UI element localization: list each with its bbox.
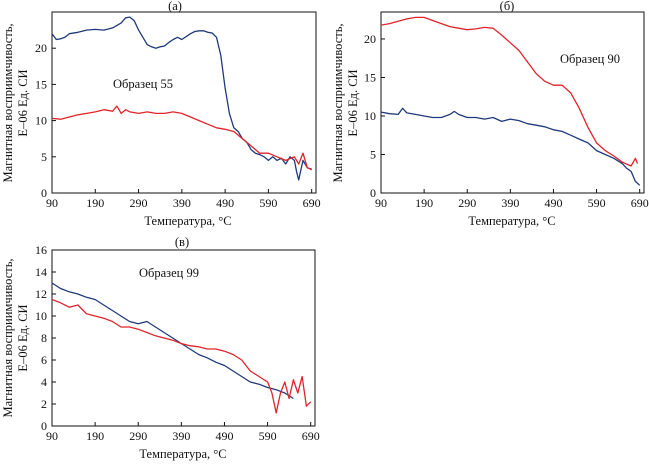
panel-a-xtick-label-4: 490 — [216, 196, 234, 210]
panel-a-annotation: Образец 55 — [113, 77, 173, 91]
panel-b-plot — [380, 16, 641, 186]
panel-b-xtick-label-2: 290 — [458, 196, 476, 210]
panel-a-series-0 — [51, 16, 312, 181]
panel-b-label: (б) — [500, 0, 515, 13]
panel-a-ytick-label-1: 5 — [41, 150, 47, 164]
panel-c-xlabel: Температура, °C — [139, 447, 226, 461]
panel-a-xtick-label-1: 190 — [86, 196, 104, 210]
panel-b-xtick-label-5: 590 — [588, 196, 606, 210]
panel-b-ylabel-2: Е–06 Ед. СИ — [346, 69, 360, 136]
panel-a-ytick-label-3: 15 — [35, 77, 47, 91]
panel-c: 90 190 290 390 490 590 690 0 2 4 6 8 10 12 14 16 (в) Об… — [1, 235, 320, 461]
panel-b-ytick-label-2: 10 — [364, 109, 376, 123]
panel-c-series-1 — [51, 298, 312, 414]
panel-c-ytick-label-5: 10 — [35, 309, 47, 323]
panel-b-xtick-label-6: 690 — [631, 196, 649, 210]
panel-c-ylabel-2: Е–06 Ед. СИ — [16, 304, 30, 371]
panel-a-xtick-label-2: 290 — [130, 196, 148, 210]
panel-c-ticks: 90 190 290 390 490 590 690 0 2 4 6 8 10 12 14 16 — [35, 243, 320, 443]
panel-b-ticks: 90 190 290 390 490 590 690 0 5 10 15 20 — [364, 32, 649, 210]
panel-c-xtick-label-5: 590 — [259, 429, 277, 443]
panel-a-series-1 — [51, 105, 312, 171]
panel-a-xlabel: Температура, °C — [144, 214, 231, 228]
panel-b-xtick-label-1: 190 — [415, 196, 433, 210]
panel-c-xtick-label-4: 490 — [215, 429, 233, 443]
panel-c-xtick-label-2: 290 — [129, 429, 147, 443]
panel-a-xtick-label-3: 390 — [173, 196, 191, 210]
panel-c-ytick-label-1: 2 — [41, 397, 47, 411]
panel-b-ytick-label-0: 0 — [370, 186, 376, 200]
panel-c-xtick-label-0: 90 — [46, 429, 58, 443]
panel-a-xtick-label-5: 590 — [259, 196, 277, 210]
panel-a-ytick-label-0: 0 — [41, 186, 47, 200]
panel-c-xtick-label-3: 390 — [172, 429, 190, 443]
panel-b-annotation: Образец 90 — [560, 52, 620, 66]
panel-a-ticks: 90 190 290 390 490 590 690 0 5 10 15 20 — [35, 41, 321, 210]
panel-a-ylabel-2: Е–06 Ед. СИ — [16, 69, 30, 136]
panel-c-ytick-label-8: 16 — [35, 243, 47, 257]
panel-c-ytick-label-4: 8 — [41, 331, 47, 345]
panel-c-ytick-label-0: 0 — [41, 419, 47, 433]
panel-b: 90 190 290 390 490 590 690 0 5 10 15 20 (б) Образец… — [331, 0, 649, 228]
panel-b-ytick-label-1: 5 — [370, 147, 376, 161]
panel-c-ylabel-1: Магнитная восприимчивость, — [1, 258, 15, 417]
panel-c-ytick-label-6: 12 — [35, 287, 47, 301]
panel-c-series-0 — [51, 282, 294, 400]
panel-b-series-0 — [380, 16, 639, 167]
panel-b-ytick-label-4: 20 — [364, 32, 376, 46]
panel-a-xtick-label-6: 690 — [303, 196, 321, 210]
panel-c-annotation: Образец 99 — [139, 266, 199, 280]
panel-c-xtick-label-1: 190 — [86, 429, 104, 443]
panel-c-ytick-label-2: 4 — [41, 375, 47, 389]
panel-a-frame — [51, 11, 317, 194]
panel-b-ylabel-1: Магнитная восприимчивость, — [331, 23, 345, 182]
panel-a-plot — [51, 16, 312, 181]
panel-c-xtick-label-6: 690 — [302, 429, 320, 443]
panel-c-ytick-label-3: 6 — [41, 353, 47, 367]
panel-c-plot — [51, 282, 312, 414]
panel-a-label: (а) — [168, 0, 182, 13]
panel-b-ytick-label-3: 15 — [364, 70, 376, 84]
panel-c-ytick-label-7: 14 — [35, 265, 47, 279]
panel-b-series-1 — [380, 107, 641, 186]
panel-a: 90 190 290 390 490 590 690 0 5 10 15 20 (а) Образец… — [1, 0, 321, 228]
panel-b-xtick-label-0: 90 — [375, 196, 387, 210]
panel-b-xlabel: Температура, °C — [468, 214, 555, 228]
panel-b-xtick-label-4: 490 — [544, 196, 562, 210]
panel-b-frame — [380, 11, 645, 194]
panel-a-ytick-label-2: 10 — [35, 114, 47, 128]
panel-c-label: (в) — [175, 235, 189, 249]
panel-a-xtick-label-0: 90 — [46, 196, 58, 210]
panel-a-ylabel-1: Магнитная восприимчивость, — [1, 23, 15, 182]
panel-a-ytick-label-4: 20 — [35, 41, 47, 55]
panel-b-xtick-label-3: 390 — [501, 196, 519, 210]
